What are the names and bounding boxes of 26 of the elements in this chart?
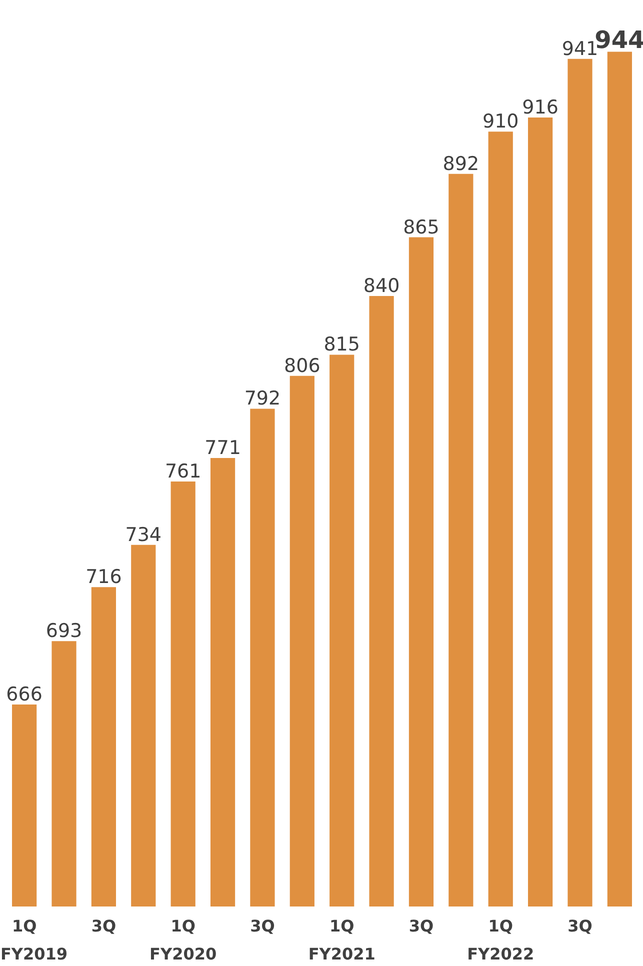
x-tick-label: 3Q bbox=[250, 916, 275, 936]
text: FY2021 bbox=[308, 944, 376, 964]
text: FY2020 bbox=[150, 944, 217, 964]
data-label: 806 bbox=[284, 354, 320, 377]
data-label: 815 bbox=[324, 334, 360, 356]
x-tick-label: 1Q bbox=[329, 916, 354, 936]
text: FY2022 bbox=[467, 944, 534, 964]
text: FY2019 bbox=[0, 944, 68, 964]
data-label: 892 bbox=[442, 152, 480, 175]
data-label: 734 bbox=[125, 524, 162, 546]
x-tick-label: 1Q bbox=[12, 916, 37, 936]
data-label: 771 bbox=[204, 437, 241, 460]
data-label: 666 bbox=[6, 684, 42, 706]
data-label: 910 bbox=[482, 110, 519, 133]
x-tick-label: 3Q bbox=[568, 916, 592, 936]
data-label: 716 bbox=[86, 566, 122, 588]
x-tick-label: 3Q bbox=[91, 916, 116, 936]
data-label: 761 bbox=[164, 460, 202, 482]
data-label: 840 bbox=[363, 274, 400, 297]
data-label: 792 bbox=[244, 388, 281, 410]
x-tick-label: 3Q bbox=[408, 916, 434, 936]
data-label: 916 bbox=[522, 96, 558, 119]
x-tick-label: 1Q bbox=[488, 916, 513, 936]
x-tick-label: 1Q bbox=[170, 916, 196, 936]
data-label: 865 bbox=[403, 216, 440, 238]
data-label: 693 bbox=[46, 620, 82, 642]
